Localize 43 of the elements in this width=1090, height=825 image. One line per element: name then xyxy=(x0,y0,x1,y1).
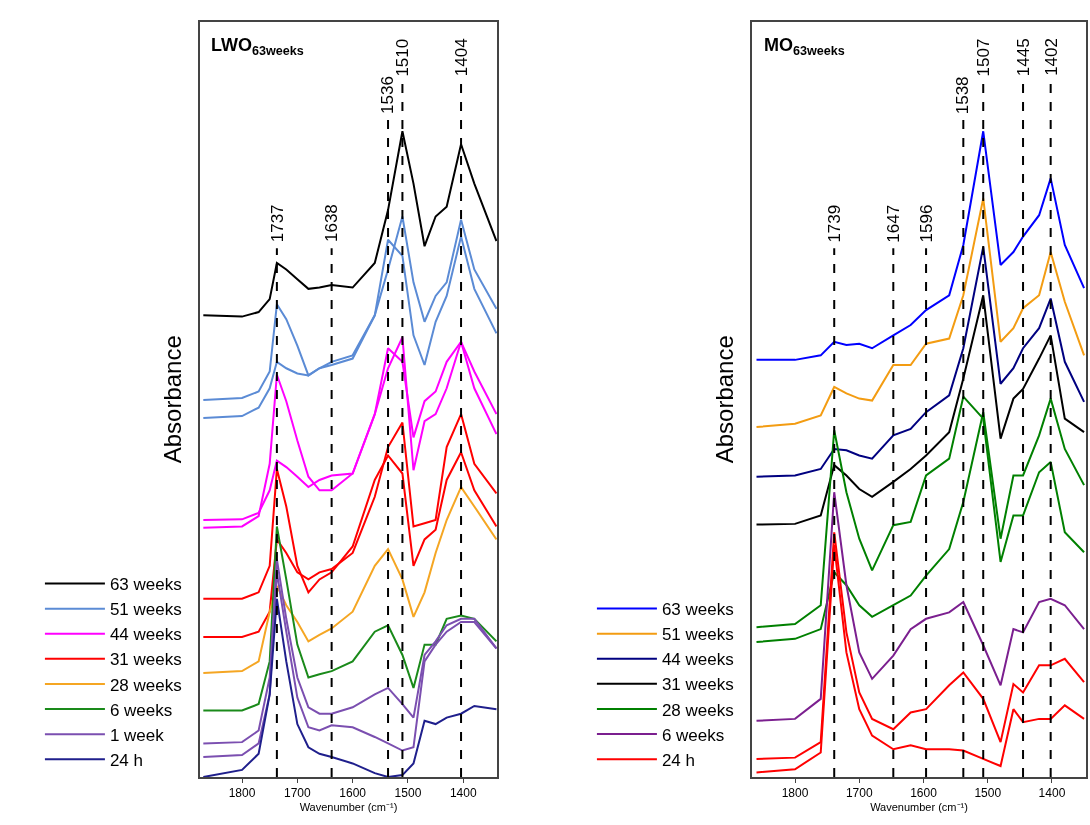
legend-label: 1 week xyxy=(109,725,165,745)
legend-label: 6 weeks xyxy=(661,725,725,745)
x-axis-title: Wavenumber (cm⁻¹) xyxy=(299,800,398,813)
ref-line-label: 1445 xyxy=(1013,38,1033,77)
x-tick-label: 1400 xyxy=(1038,786,1066,801)
x-tick-label: 1500 xyxy=(394,786,422,801)
legend-label: 24 h xyxy=(109,750,144,770)
x-tick-label: 1600 xyxy=(339,786,367,801)
ref-line-label: 1510 xyxy=(393,38,413,77)
chart-title: MO$_{63weeks}$ xyxy=(764,35,845,58)
ref-line-label: 1737 xyxy=(267,204,287,243)
x-tick-label: 1700 xyxy=(283,786,312,801)
y-axis-title: Absorbance xyxy=(710,335,738,464)
ref-line-label: 1507 xyxy=(974,38,994,77)
x-tick-label: 1700 xyxy=(845,786,873,801)
legend-label: 28 weeks xyxy=(109,675,182,695)
legend-label: 24 h xyxy=(661,750,696,770)
y-axis-title: Absorbance xyxy=(158,335,186,464)
x-tick-label: 1800 xyxy=(781,786,809,801)
legend-label: 63 weeks xyxy=(109,575,182,595)
x-axis-title: Wavenumber (cm⁻¹) xyxy=(870,800,968,813)
ref-line-label: 1404 xyxy=(451,38,471,77)
legend-label: 63 weeks xyxy=(661,600,734,620)
ref-line-label: 1647 xyxy=(883,204,903,243)
ref-line-label: 1536 xyxy=(378,76,398,114)
legend-label: 51 weeks xyxy=(661,625,734,645)
legend-label: 44 weeks xyxy=(661,650,734,670)
ref-line-label: 1538 xyxy=(953,76,973,115)
x-tick-label: 1500 xyxy=(974,786,1002,801)
ref-line-label: 1739 xyxy=(824,204,844,243)
legend-label: 44 weeks xyxy=(109,625,182,645)
ref-line-label: 1596 xyxy=(916,204,936,243)
ref-line-label: 1638 xyxy=(322,204,342,243)
legend-label: 28 weeks xyxy=(661,700,734,720)
legend-label: 6 weeks xyxy=(109,700,173,720)
legend-label: 31 weeks xyxy=(109,650,182,670)
x-tick-label: 1800 xyxy=(228,786,256,801)
ref-line-label: 1402 xyxy=(1041,38,1061,76)
legend-label: 31 weeks xyxy=(661,675,734,695)
chart-title: LWO$_{63weeks}$ xyxy=(211,35,304,58)
legend-label: 51 weeks xyxy=(109,600,182,620)
x-tick-label: 1400 xyxy=(449,786,477,801)
x-tick-label: 1600 xyxy=(910,786,938,801)
